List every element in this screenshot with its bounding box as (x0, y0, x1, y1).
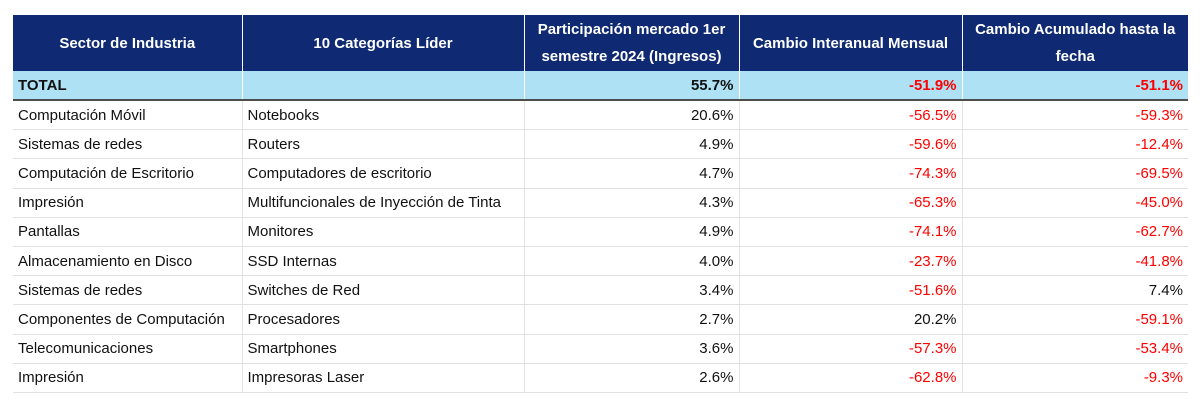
table-row: Telecomunicaciones Smartphones 3.6% -57.3% -… (13, 334, 1188, 364)
share-cell: 20.6% (524, 100, 740, 131)
sector-cell: Sistemas de redes (13, 129, 243, 160)
sector-cell: Almacenamiento en Disco (13, 246, 243, 277)
yoy-change-cell: 20.2% (739, 304, 963, 335)
table-row: Impresión Multifuncionales de Inyección d… (13, 188, 1188, 218)
header-row: Sector de Industria 10 Categorías Líder … (13, 15, 1188, 71)
table-row: Pantallas Monitores 4.9% -74.1% -62.7% (13, 217, 1188, 247)
table-row: Sistemas de redes Switches de Red 3.4% -51.… (13, 275, 1188, 306)
total-yoy-change: -51.9% (739, 71, 963, 101)
sector-cell: Pantallas (13, 217, 243, 247)
category-cell: Smartphones (242, 334, 525, 364)
table-header: Sector de Industria 10 Categorías Líder … (13, 15, 1188, 71)
yoy-change-cell: -65.3% (739, 188, 963, 218)
ytd-change-cell: -53.4% (962, 334, 1188, 364)
yoy-change-cell: -74.3% (739, 158, 963, 189)
total-row: TOTAL 55.7% -51.9% -51.1% (13, 71, 1188, 101)
share-cell: 4.3% (524, 188, 740, 218)
category-cell: SSD Internas (242, 246, 525, 277)
sector-cell: Componentes de Computación (13, 304, 243, 335)
table-body: TOTAL 55.7% -51.9% -51.1% Computación Mó… (13, 71, 1188, 393)
ytd-change-cell: -62.7% (962, 217, 1188, 247)
table-row: Componentes de Computación Procesadores 2.… (13, 304, 1188, 335)
header-sector: Sector de Industria (13, 15, 243, 71)
ytd-change-cell: -41.8% (962, 246, 1188, 277)
yoy-change-cell: -62.8% (739, 363, 963, 393)
sector-cell: Impresión (13, 188, 243, 218)
category-cell: Routers (242, 129, 525, 160)
share-cell: 4.9% (524, 217, 740, 247)
category-cell: Multifuncionales de Inyección de Tinta (242, 188, 525, 218)
sector-cell: Sistemas de redes (13, 275, 243, 306)
yoy-change-cell: -51.6% (739, 275, 963, 306)
ytd-change-cell: -59.3% (962, 100, 1188, 131)
header-share: Participación mercado 1er semestre 2024 … (524, 15, 740, 71)
header-yoy-change: Cambio Interanual Mensual (739, 15, 963, 71)
ytd-change-cell: -9.3% (962, 363, 1188, 393)
table-row: Computación de Escritorio Computadores de… (13, 158, 1188, 189)
ytd-change-cell: -12.4% (962, 129, 1188, 160)
share-cell: 4.0% (524, 246, 740, 277)
share-cell: 3.6% (524, 334, 740, 364)
ytd-change-cell: -69.5% (962, 158, 1188, 189)
share-cell: 4.9% (524, 129, 740, 160)
category-cell: Notebooks (242, 100, 525, 131)
category-cell: Switches de Red (242, 275, 525, 306)
header-category: 10 Categorías Líder (242, 15, 525, 71)
sector-cell: Impresión (13, 363, 243, 393)
total-share: 55.7% (524, 71, 740, 101)
header-ytd-change: Cambio Acumulado hasta la fecha (962, 15, 1188, 71)
total-label: TOTAL (13, 71, 243, 101)
ytd-change-cell: -59.1% (962, 304, 1188, 335)
ytd-change-cell: 7.4% (962, 275, 1188, 306)
total-ytd-change: -51.1% (962, 71, 1188, 101)
yoy-change-cell: -23.7% (739, 246, 963, 277)
sector-cell: Telecomunicaciones (13, 334, 243, 364)
sector-cell: Computación Móvil (13, 100, 243, 131)
total-category (242, 71, 525, 101)
table-row: Impresión Impresoras Laser 2.6% -62.8% -9.3% (13, 363, 1188, 393)
yoy-change-cell: -74.1% (739, 217, 963, 247)
market-share-table: Sector de Industria 10 Categorías Líder … (13, 15, 1188, 393)
share-cell: 2.7% (524, 304, 740, 335)
table-row: Computación Móvil Notebooks 20.6% -56.5% -59… (13, 100, 1188, 131)
category-cell: Monitores (242, 217, 525, 247)
yoy-change-cell: -57.3% (739, 334, 963, 364)
table-row: Almacenamiento en Disco SSD Internas 4.0% -… (13, 246, 1188, 277)
share-cell: 3.4% (524, 275, 740, 306)
category-cell: Computadores de escritorio (242, 158, 525, 189)
yoy-change-cell: -59.6% (739, 129, 963, 160)
sector-cell: Computación de Escritorio (13, 158, 243, 189)
share-cell: 4.7% (524, 158, 740, 189)
table-row: Sistemas de redes Routers 4.9% -59.6% -12.4% (13, 129, 1188, 160)
category-cell: Impresoras Laser (242, 363, 525, 393)
share-cell: 2.6% (524, 363, 740, 393)
yoy-change-cell: -56.5% (739, 100, 963, 131)
category-cell: Procesadores (242, 304, 525, 335)
ytd-change-cell: -45.0% (962, 188, 1188, 218)
